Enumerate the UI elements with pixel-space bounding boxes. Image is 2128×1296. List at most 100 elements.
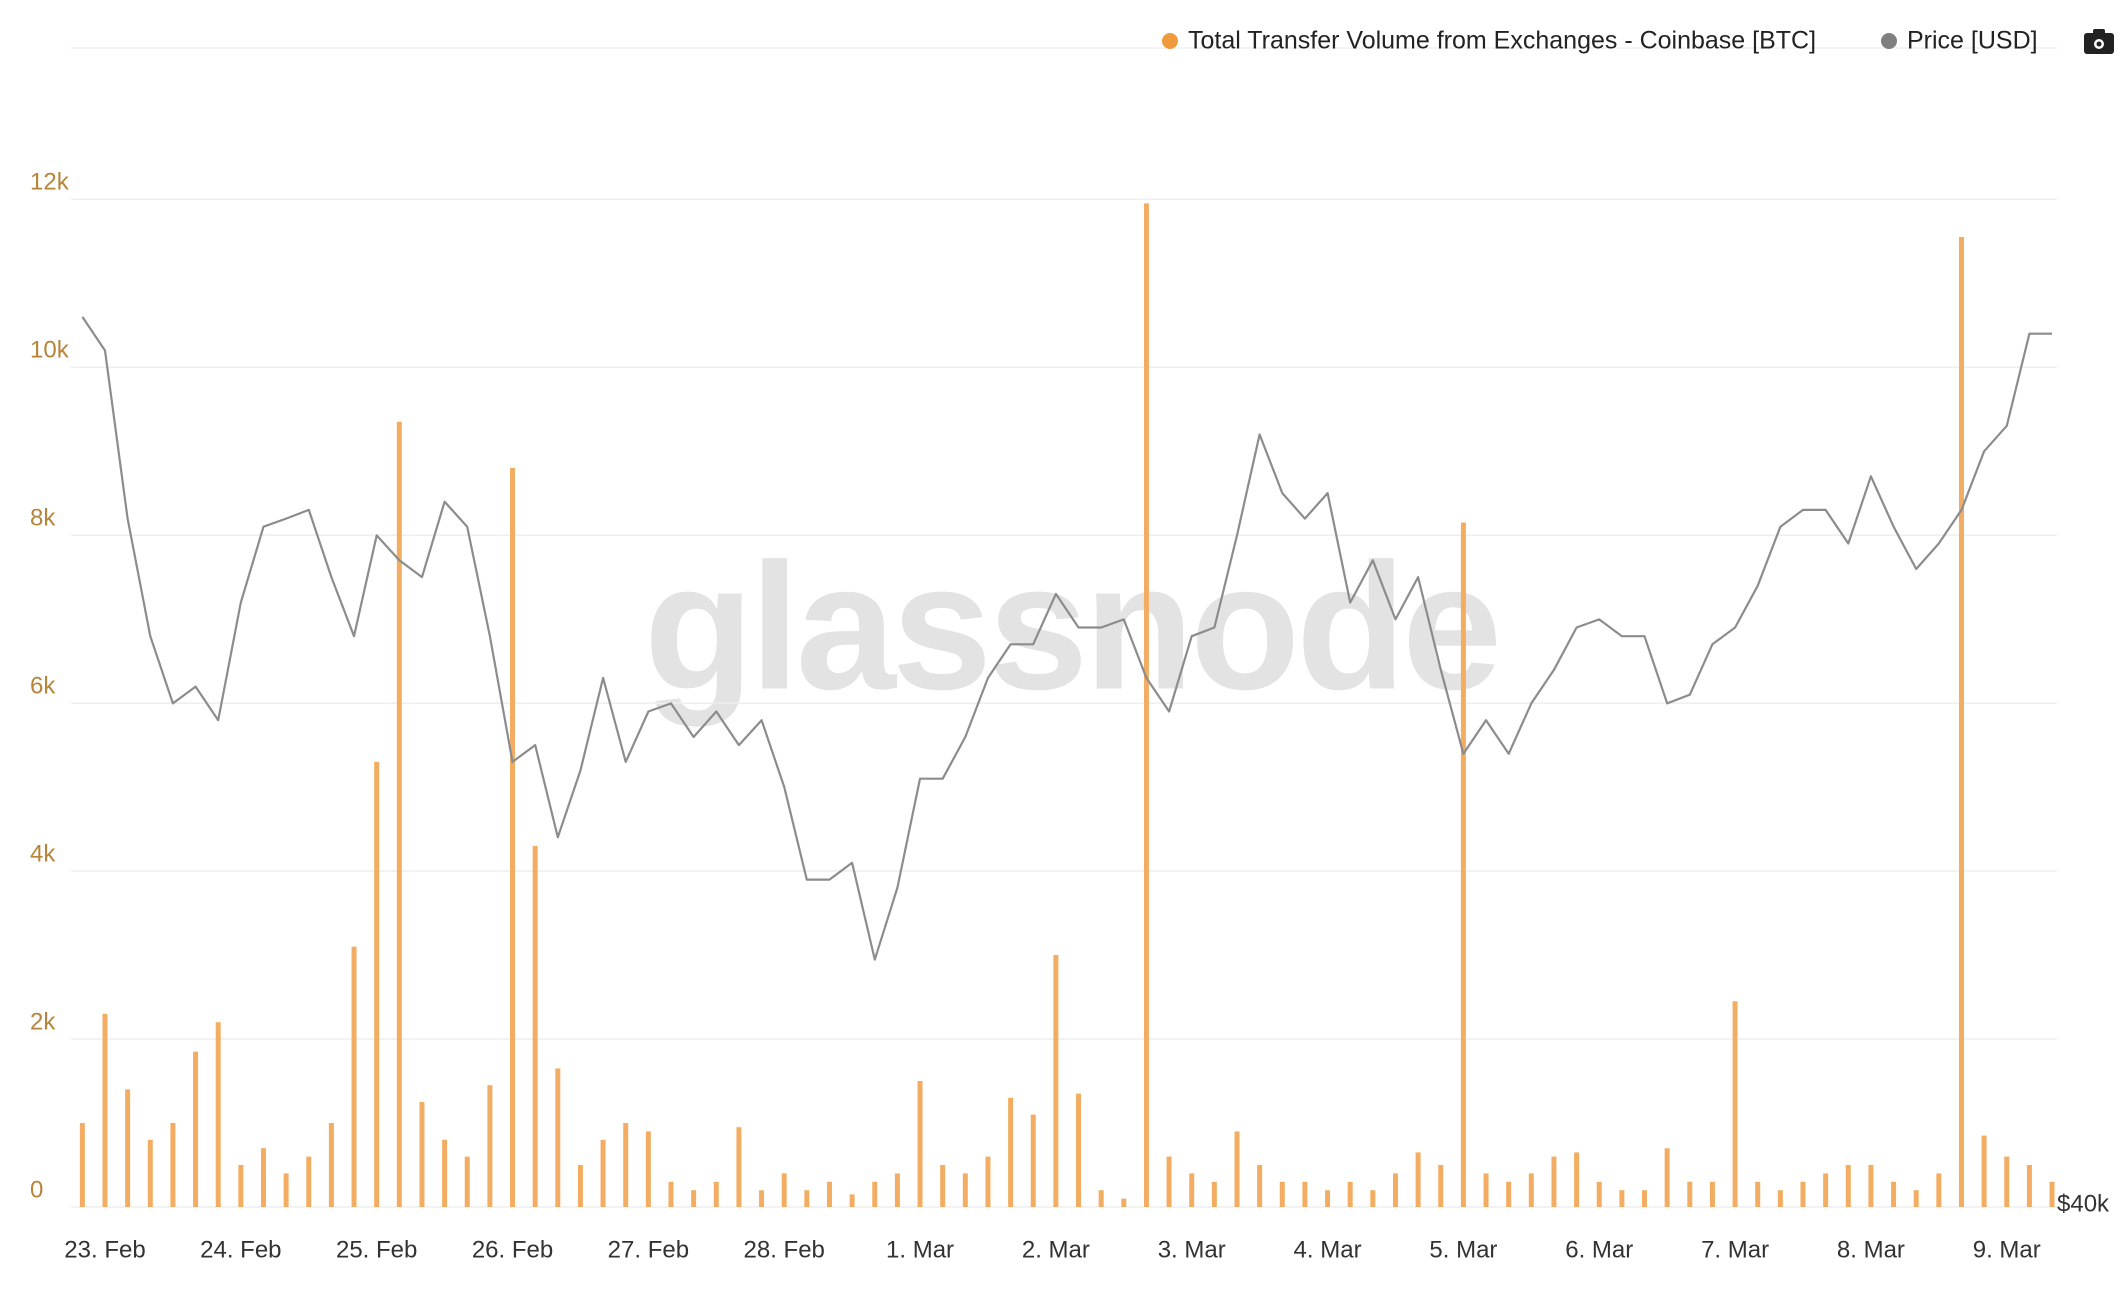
bar [804, 1190, 810, 1207]
bar [1347, 1181, 1353, 1207]
x-tick-label: 25. Feb [336, 1236, 417, 1263]
bar [442, 1139, 448, 1207]
bar [872, 1181, 878, 1207]
bar [283, 1173, 289, 1207]
x-tick-label: 6. Mar [1565, 1236, 1633, 1263]
bar [1279, 1181, 1285, 1207]
legend-marker [1162, 33, 1178, 49]
bar [1392, 1173, 1398, 1207]
y-tick-label: 6k [30, 672, 56, 699]
bar [713, 1181, 719, 1207]
legend-label[interactable]: Total Transfer Volume from Exchanges - C… [1188, 27, 1816, 55]
bar [962, 1173, 968, 1207]
bar [1370, 1190, 1376, 1207]
y2-tick-label: $40k [2057, 1190, 2110, 1217]
bar [917, 1081, 923, 1207]
x-tick-label: 24. Feb [200, 1236, 281, 1263]
bar [1325, 1190, 1331, 1207]
bar [125, 1089, 131, 1207]
camera-lens-inner [2096, 41, 2102, 47]
bar [1189, 1173, 1195, 1207]
legend-marker [1881, 33, 1897, 49]
x-tick-label: 7. Mar [1701, 1236, 1769, 1263]
bar [1642, 1190, 1648, 1207]
bar [1868, 1165, 1874, 1207]
bar [2049, 1181, 2055, 1207]
bar [1664, 1148, 1670, 1207]
bar [1166, 1156, 1172, 1207]
bar [510, 467, 516, 1207]
bar [736, 1127, 742, 1207]
bar [1121, 1198, 1127, 1207]
x-tick-label: 5. Mar [1429, 1236, 1497, 1263]
y-tick-label: 10k [30, 336, 70, 363]
bar [1098, 1190, 1104, 1207]
bar [1913, 1190, 1919, 1207]
bar [1143, 203, 1149, 1208]
bar [1936, 1173, 1942, 1207]
bar [1008, 1097, 1014, 1207]
bar [1053, 955, 1059, 1207]
bar [1845, 1165, 1851, 1207]
bar [1506, 1181, 1512, 1207]
x-tick-label: 23. Feb [64, 1236, 145, 1263]
bar [374, 761, 380, 1207]
bar [1800, 1181, 1806, 1207]
camera-top [2093, 29, 2105, 35]
x-tick-label: 1. Mar [886, 1236, 954, 1263]
bar [1415, 1152, 1421, 1207]
bar [1302, 1181, 1308, 1207]
bar [600, 1139, 606, 1207]
bar [1596, 1181, 1602, 1207]
y-tick-label: 4k [30, 840, 56, 867]
y-tick-label: 0 [30, 1176, 43, 1203]
bar [1619, 1190, 1625, 1207]
bar [691, 1190, 697, 1207]
bar [464, 1156, 470, 1207]
x-tick-label: 28. Feb [744, 1236, 825, 1263]
x-tick-label: 3. Mar [1158, 1236, 1226, 1263]
bar [1234, 1131, 1240, 1207]
bar [781, 1173, 787, 1207]
bar [1777, 1190, 1783, 1207]
bar [351, 946, 357, 1207]
bar [1211, 1181, 1217, 1207]
bar [1257, 1165, 1263, 1207]
bar [102, 1013, 108, 1207]
bar [2004, 1156, 2010, 1207]
bar [1574, 1152, 1580, 1207]
x-tick-label: 9. Mar [1973, 1236, 2041, 1263]
bar [826, 1181, 832, 1207]
bar [396, 421, 402, 1208]
bar [985, 1156, 991, 1207]
bar [645, 1131, 651, 1207]
bar [238, 1165, 244, 1207]
y-tick-label: 8k [30, 504, 56, 531]
x-tick-label: 2. Mar [1022, 1236, 1090, 1263]
bar [623, 1123, 629, 1207]
bar [1732, 1001, 1738, 1207]
bar [1460, 522, 1466, 1207]
x-tick-label: 27. Feb [608, 1236, 689, 1263]
bar [532, 845, 538, 1207]
y-tick-label: 2k [30, 1008, 56, 1035]
bar [1755, 1181, 1761, 1207]
watermark: glassnode [644, 527, 1498, 728]
bar [668, 1181, 674, 1207]
bar [147, 1139, 153, 1207]
bar [1958, 236, 1964, 1207]
camera-icon[interactable] [2084, 29, 2114, 54]
legend-label[interactable]: Price [USD] [1907, 27, 2038, 55]
price-line [81, 316, 2052, 961]
bar [1687, 1181, 1693, 1207]
y-tick-label: 12k [30, 169, 70, 196]
bar [1076, 1093, 1082, 1207]
bar [555, 1068, 561, 1207]
bar [577, 1165, 583, 1207]
x-tick-label: 26. Feb [472, 1236, 553, 1263]
bar [1709, 1181, 1715, 1207]
bar [328, 1123, 334, 1207]
bar [79, 1123, 85, 1207]
bar [1823, 1173, 1829, 1207]
